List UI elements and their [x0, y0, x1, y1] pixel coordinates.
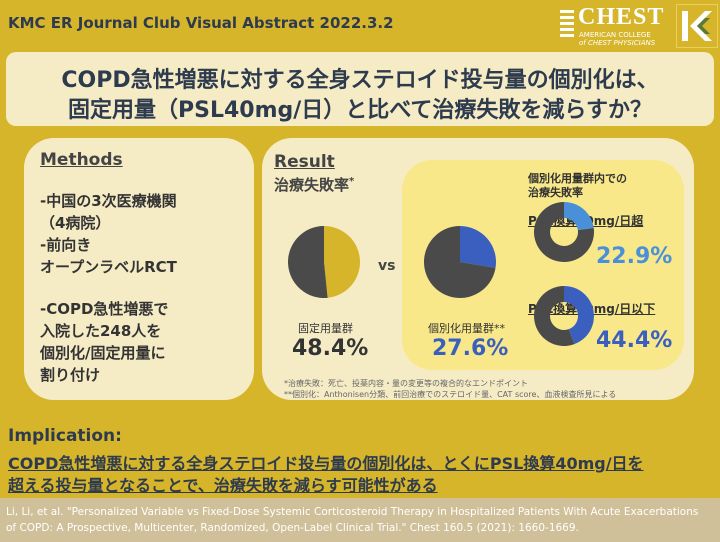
methods-item: 割り付け: [40, 366, 101, 384]
methods-item: -中国の3次医療機関: [40, 192, 177, 210]
fixed-dose-label: 固定用量群: [298, 322, 353, 335]
personalized-pie-slice-1: [424, 226, 496, 298]
methods-item: オープンラベルRCT: [40, 258, 177, 276]
note-2: **個別化：Anthonisen分類、前回治療でのステロイド量、CAT scor…: [284, 390, 617, 399]
methods-item: 入院した248人を: [40, 322, 162, 340]
chest-logo-icon: [560, 10, 574, 40]
reference-bar: Li, Li, et al. "Personalized Variable vs…: [0, 498, 720, 542]
implication-line-2: 超える投与量となることで、治療失敗を減らす可能性がある: [8, 476, 438, 495]
result-heading: Result: [274, 152, 335, 172]
chest-logo-sub1: AMERICAN COLLEGE: [579, 31, 651, 39]
implication-line-1: COPD急性増悪に対する全身ステロイド投与量の個別化は、とくにPSL換算40mg…: [8, 454, 644, 473]
methods-item: 個別化/固定用量に: [40, 344, 166, 362]
methods-box: Methods -中国の3次医療機関 （4病院） -前向き オープンラベルRCT…: [24, 138, 254, 400]
inner-title-2: 治療失敗率: [528, 186, 583, 199]
result-subheading-text: 治療失敗率: [274, 176, 350, 194]
inner-title-1: 個別化用量群内での: [528, 172, 627, 185]
sub1-donut-slice-1: [534, 202, 594, 262]
reference-line-1: Li, Li, et al. "Personalized Variable vs…: [6, 506, 699, 518]
methods-heading: Methods: [40, 150, 123, 170]
chest-logo-word: CHEST: [578, 4, 665, 30]
implication-heading: Implication:: [8, 426, 122, 446]
personalized-value: 27.6%: [432, 336, 509, 361]
kmc-logo-icon: [676, 4, 718, 48]
personalized-pie-slice-0: [460, 226, 496, 268]
sub1-donut-slice-0: [564, 202, 594, 231]
title-box: COPD急性増悪に対する全身ステロイド投与量の個別化は、 固定用量（PSL40m…: [6, 52, 714, 126]
personalized-label: 個別化用量群**: [428, 322, 505, 335]
methods-item: -前向き: [40, 236, 92, 254]
fixed-dose-pie-slice-0: [324, 226, 360, 298]
methods-item: （4病院）: [40, 214, 111, 232]
fixed-dose-pie-slice-1: [287, 226, 328, 298]
note-1: *治療失敗：死亡、投薬内容・量の変更等の複合的なエンドポイント: [284, 379, 528, 388]
title-line-2: 固定用量（PSL40mg/日）と比べて治療失敗を減らすか？: [68, 98, 652, 123]
reference-line-2: of COPD: A Prospective, Multicenter, Ran…: [6, 522, 579, 534]
sub2-donut-slice-1: [534, 286, 575, 346]
result-charts: [287, 202, 594, 346]
title-line-1: COPD急性増悪に対する全身ステロイド投与量の個別化は、: [61, 68, 659, 93]
sub2-donut-slice-0: [564, 286, 594, 345]
sub1-value: 22.9%: [596, 244, 673, 269]
vs-label: vs: [378, 258, 396, 274]
methods-item: -COPD急性増悪で: [40, 300, 169, 318]
result-subheading: 治療失敗率*: [274, 174, 354, 195]
fixed-dose-value: 48.4%: [292, 336, 369, 361]
result-box: Result 治療失敗率* 個別化用量群内での 治療失敗率 PSL換算40mg/…: [262, 138, 694, 400]
chest-logo-sub2: of CHEST PHYSICIANS: [579, 39, 656, 47]
result-subheading-mark: *: [349, 176, 355, 187]
sub2-value: 44.4%: [596, 328, 673, 353]
chest-logo: CHEST AMERICAN COLLEGE of CHEST PHYSICIA…: [560, 4, 672, 47]
header-bar: KMC ER Journal Club Visual Abstract 2022…: [0, 0, 720, 50]
header-title: KMC ER Journal Club Visual Abstract 2022…: [8, 14, 394, 32]
